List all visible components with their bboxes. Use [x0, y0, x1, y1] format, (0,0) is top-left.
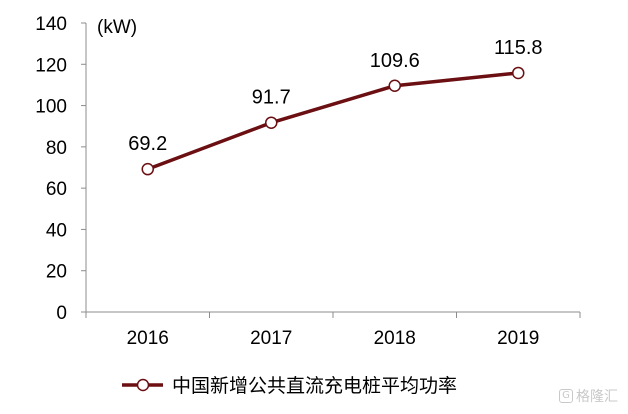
data-point	[512, 66, 525, 80]
legend: 中国新增公共直流充电桩平均功率	[122, 375, 457, 397]
data-point	[141, 162, 154, 176]
y-axis: 0 20 40 60 80 100 120 140	[35, 14, 87, 324]
watermark-text: 格隆汇	[576, 389, 618, 405]
data-point	[265, 116, 278, 129]
series-line	[147, 71, 519, 171]
y-tick-label: 40	[46, 220, 67, 241]
data-label: 69.2	[128, 133, 167, 155]
legend-label: 中国新增公共直流充电桩平均功率	[172, 375, 457, 397]
y-tick-label: 100	[35, 97, 67, 118]
x-tick-label: 2017	[250, 328, 292, 349]
data-label: 115.8	[494, 37, 543, 59]
y-tick-label: 140	[35, 14, 67, 35]
y-tick-label: 120	[35, 55, 67, 76]
series-layer: 69.2 91.7 109.6 115.8	[128, 37, 543, 176]
watermark-logo-icon: G	[559, 389, 573, 403]
y-axis-unit-label: (kW)	[97, 17, 137, 38]
data-label: 109.6	[370, 50, 420, 72]
y-tick-label: 0	[56, 303, 67, 324]
x-axis: 2016 2017 2018 2019	[85, 311, 581, 349]
y-tick-label: 60	[46, 179, 67, 200]
data-point	[388, 79, 401, 93]
x-tick-label: 2019	[497, 328, 539, 349]
x-tick-label: 2018	[374, 328, 416, 349]
y-tick-label: 80	[46, 138, 67, 159]
data-label: 91.7	[252, 87, 291, 109]
watermark: G 格隆汇	[559, 386, 618, 406]
legend-marker	[136, 378, 150, 392]
y-tick-label: 20	[46, 262, 67, 283]
x-tick-label: 2016	[127, 328, 169, 349]
